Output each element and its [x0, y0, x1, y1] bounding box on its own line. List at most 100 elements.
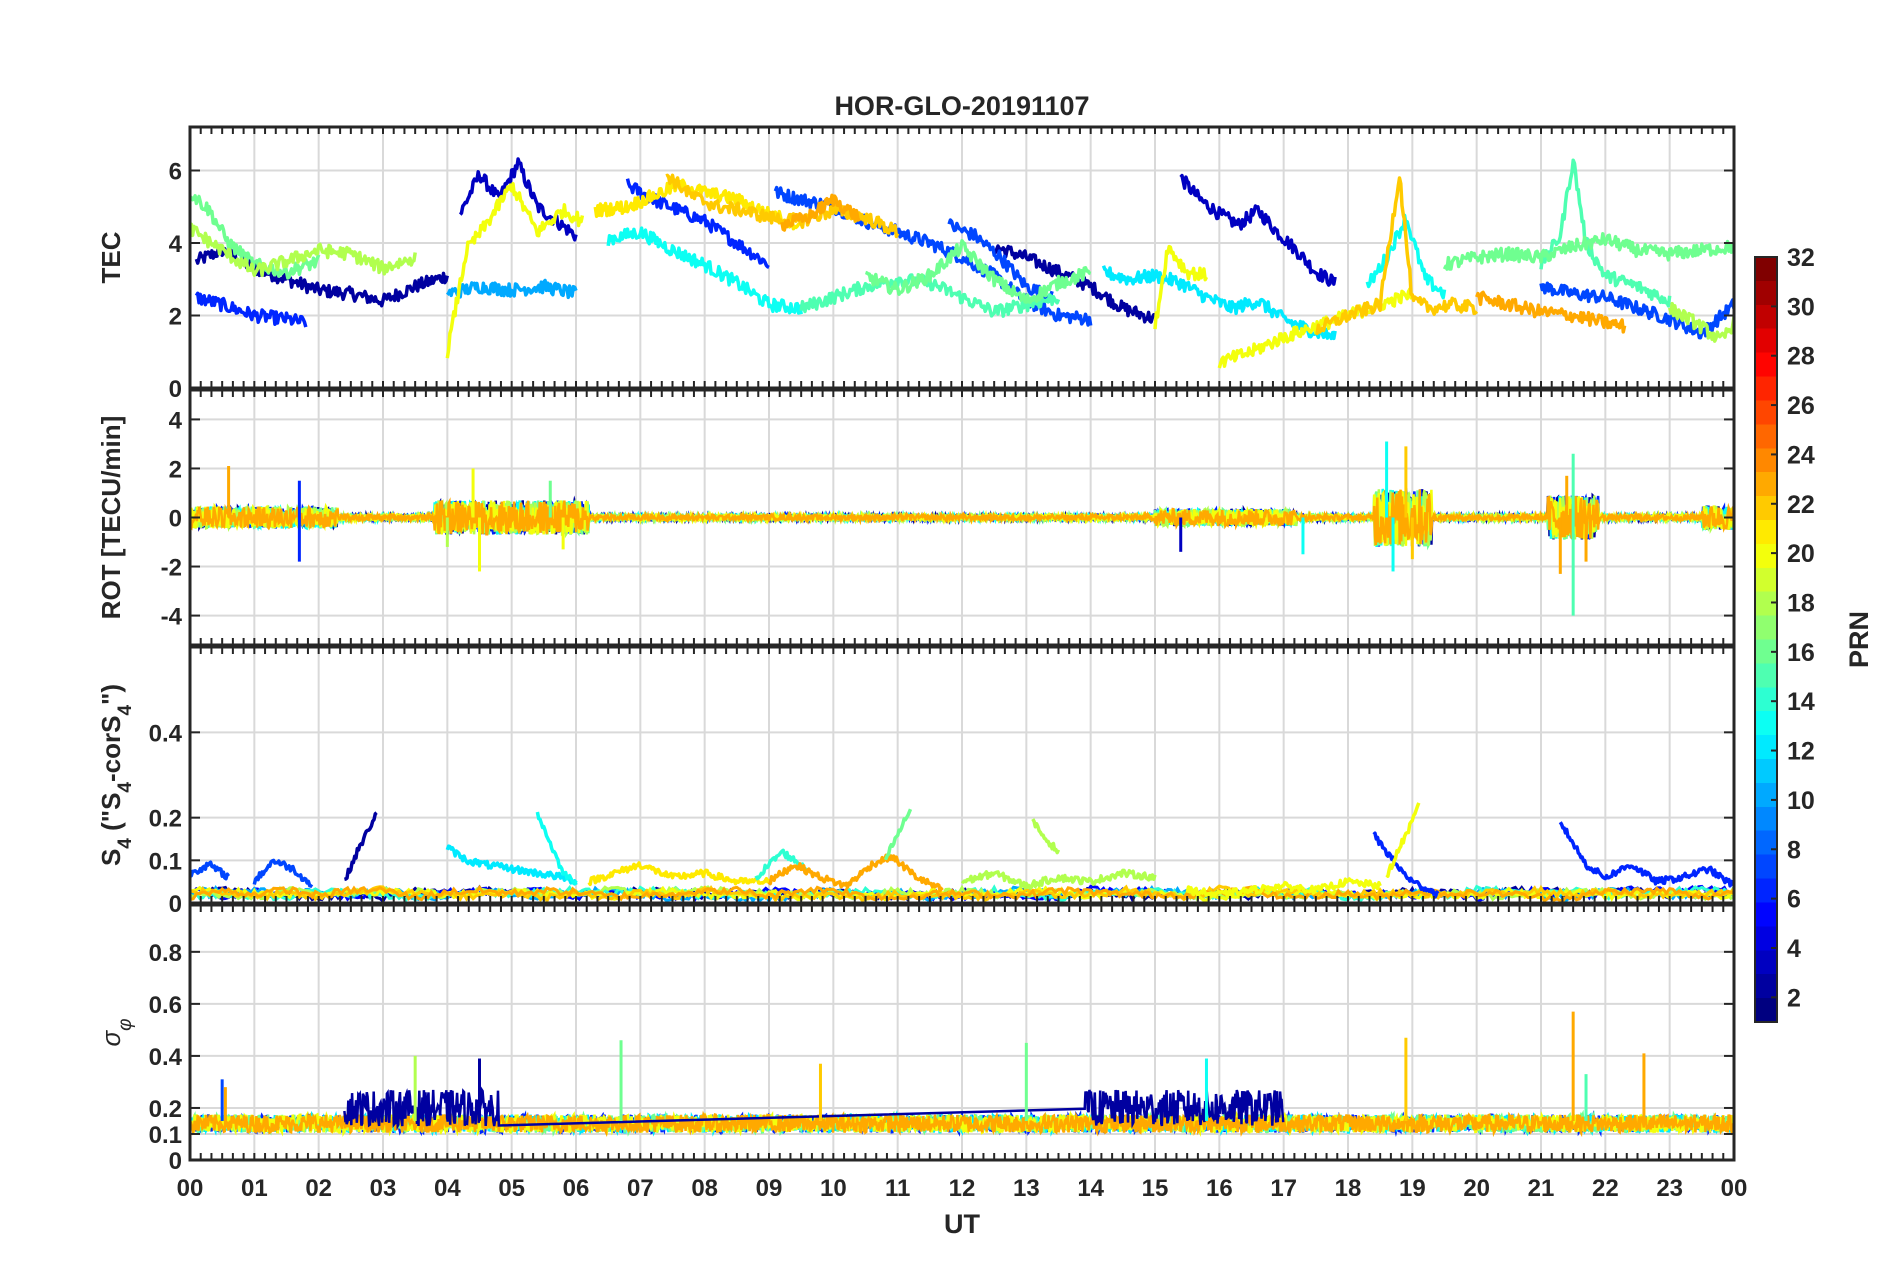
- colorbar-tick-label: 20: [1787, 540, 1815, 568]
- y-axis-label-sigma: σφ: [96, 1018, 136, 1046]
- x-tick-label: 03: [370, 1175, 397, 1202]
- series-line-prn-3: [1179, 173, 1337, 287]
- colorbar-tick-label: 22: [1787, 491, 1815, 519]
- x-tick-label: 08: [691, 1175, 718, 1202]
- series-line-prn-18: [190, 222, 417, 278]
- x-tick-label: 05: [498, 1175, 525, 1202]
- plot-area: [190, 1011, 1734, 1138]
- y-axis-label-tec: TEC: [96, 231, 126, 283]
- y-tick-label: 0.2: [149, 806, 182, 833]
- x-tick-label: 18: [1335, 1175, 1362, 1202]
- panel-rot: -4 -2 0 2 4 ROT [TECU/min]: [96, 388, 1736, 647]
- x-tick-label: 16: [1206, 1175, 1233, 1202]
- series-line-prn-6: [1372, 831, 1440, 899]
- colorbar-tick-label: 6: [1787, 886, 1801, 914]
- colorbar-tick-label: 2: [1787, 984, 1801, 1012]
- x-tick-label: 01: [241, 1175, 268, 1202]
- series-line-prn-13: [535, 811, 578, 886]
- x-tick-label: 17: [1270, 1175, 1297, 1202]
- series-line-prn-21: [587, 861, 771, 887]
- x-tick-label: 23: [1656, 1175, 1683, 1202]
- plot-area: [190, 441, 1734, 616]
- y-tick-label: -4: [161, 604, 183, 631]
- series-line-prn-20: [1385, 802, 1421, 878]
- minor-ticks: [189, 647, 1725, 903]
- series-line-prn-7: [252, 858, 314, 889]
- y-tick-label: 0.4: [149, 720, 183, 747]
- series-line-prn-23: [1475, 290, 1627, 334]
- colorbar-tick-label: 32: [1787, 244, 1815, 272]
- series-line-prn-2: [343, 811, 378, 882]
- series-line-prn-16: [1442, 232, 1734, 271]
- y-axis-label-rot: ROT [TECU/min]: [96, 416, 126, 620]
- y-tick-label: 0.6: [149, 992, 182, 1019]
- x-tick-label: 06: [563, 1175, 590, 1202]
- colorbar-tick-label: 14: [1787, 688, 1815, 716]
- series-line-prn-16: [190, 194, 321, 280]
- series-line-prn-13: [606, 226, 803, 315]
- x-tick-label: 21: [1528, 1175, 1555, 1202]
- series-line-prn-2: [343, 1086, 1285, 1131]
- series-line-prn-20: [1153, 244, 1209, 330]
- minor-ticks: [189, 905, 1725, 1160]
- series-line-prn-18: [1031, 818, 1061, 855]
- x-tick-label: 22: [1592, 1175, 1619, 1202]
- colorbar-tick-label: 30: [1787, 293, 1815, 321]
- x-axis: 00 01 02 03 04 05 06 07 08 09 10 11 12 13 14 15 16 17 18 19…: [177, 1175, 1748, 1202]
- x-tick-label: 07: [627, 1175, 654, 1202]
- y-tick-label: 4: [169, 231, 183, 258]
- colorbar-label: PRN: [1844, 611, 1874, 668]
- series-line-prn-16: [864, 239, 1092, 305]
- y-tick-label: -2: [161, 555, 182, 582]
- y-tick-label: 0.8: [149, 940, 182, 967]
- minor-ticks: [189, 390, 1725, 645]
- x-tick-label: 11: [885, 1175, 910, 1202]
- colorbar-gradient: [1754, 256, 1778, 1023]
- colorbar-tick-label: 8: [1787, 836, 1801, 864]
- series-line-prn-23: [780, 193, 861, 232]
- x-tick-label: 20: [1463, 1175, 1490, 1202]
- series-line-prn-22: [665, 173, 900, 239]
- y-tick-label: 0.4: [149, 1044, 183, 1071]
- x-tick-label: 00: [1721, 1175, 1748, 1202]
- y-axis-label-s4: S4 ("S4-corS4"): [96, 684, 136, 866]
- series-line-prn-23: [190, 1110, 1734, 1138]
- x-tick-label: 10: [820, 1175, 847, 1202]
- panel-tec: 0 2 4 6 TEC: [96, 125, 1736, 403]
- x-tick-label: 09: [756, 1175, 783, 1202]
- colorbar-tick-label: 16: [1787, 639, 1815, 667]
- x-tick-label: 13: [1013, 1175, 1040, 1202]
- x-tick-label: 15: [1142, 1175, 1169, 1202]
- series-line-prn-6: [1558, 821, 1734, 888]
- panel-s4: 0 0.1 0.2 0.4 S4 ("S4-corS4"): [96, 645, 1736, 918]
- chart-title: HOR-GLO-20191107: [834, 91, 1089, 121]
- grid: [189, 647, 1735, 904]
- x-tick-label: 19: [1399, 1175, 1426, 1202]
- x-tick-label: 00: [177, 1175, 204, 1202]
- minor-ticks: [189, 127, 1725, 388]
- y-tick-label: 2: [169, 456, 182, 483]
- series-line-prn-23: [767, 852, 944, 893]
- series-line-prn-20: [445, 181, 585, 359]
- colorbar-tick-label: 24: [1787, 441, 1815, 469]
- series-line-prn-18: [960, 868, 1157, 890]
- x-tick-label: 02: [305, 1175, 332, 1202]
- series-line-prn-22: [1315, 176, 1479, 336]
- series-line-prn-16: [883, 808, 913, 861]
- plot-area: [190, 157, 1734, 369]
- x-tick-label: 12: [949, 1175, 976, 1202]
- colorbar-tick-label: 28: [1787, 343, 1815, 371]
- series-line-prn-12: [1101, 265, 1337, 341]
- series-line-prn-15: [1539, 158, 1672, 308]
- series-line-prn-10: [445, 278, 578, 300]
- y-tick-label: 0: [169, 1148, 182, 1175]
- series-line-prn-23: [190, 884, 1734, 903]
- series-line-prn-7: [947, 218, 1054, 304]
- y-tick-label: 0: [169, 891, 182, 918]
- y-tick-label: 0.1: [149, 1122, 182, 1149]
- series-line-prn-18: [1668, 301, 1734, 343]
- colorbar-tick-label: 12: [1787, 738, 1815, 766]
